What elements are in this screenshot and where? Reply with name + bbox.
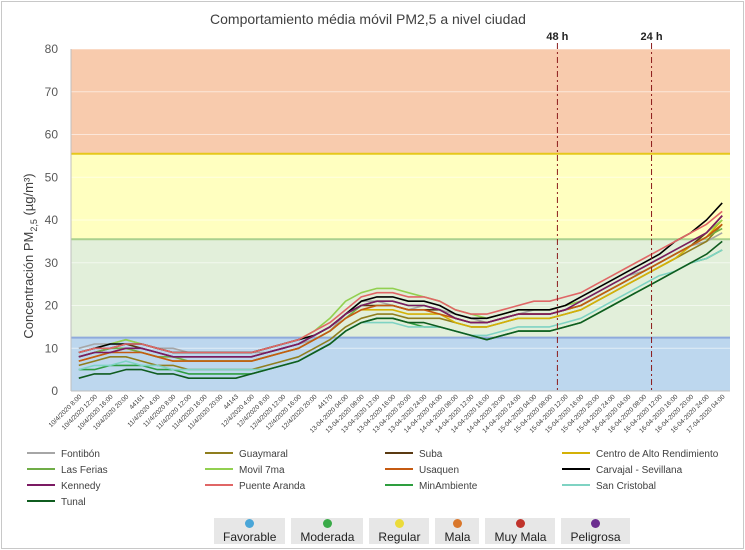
category-peligrosa-label: Peligrosa (570, 530, 621, 544)
series-line-puente-aranda (78, 210, 723, 354)
y-axis-label-main: Concentración PM (21, 232, 36, 339)
legend-label-usaquen: Usaquen (419, 465, 459, 476)
y-tick-label: 60 (45, 128, 59, 142)
band-mala (71, 49, 730, 154)
legend-label-tunal: Tunal (61, 497, 86, 508)
y-tick-label: 30 (45, 256, 59, 270)
category-favorable: Favorable (214, 518, 286, 544)
y-axis-label-sub: 2,5 (29, 219, 39, 232)
y-tick-label: 40 (45, 213, 59, 227)
category-regular-dot (394, 519, 404, 528)
legend-label-fontib-n: Fontibón (61, 449, 100, 460)
series-lines (78, 202, 723, 380)
band-regular (71, 153, 730, 240)
legend-label-carvajal-sevillana: Carvajal - Sevillana (596, 465, 683, 476)
series-legend: Fontibón Guaymaral Suba Centro de Alto Rend… (27, 449, 719, 508)
series-line-tunal (78, 240, 723, 380)
category-mala-dot (452, 519, 462, 528)
category-peligrosa-dot (591, 519, 600, 528)
category-mala: Mala (435, 518, 480, 544)
category-muy-mala-dot (515, 519, 525, 528)
series-line-san-cristobal (78, 249, 723, 371)
category-mala-label: Mala (444, 530, 471, 544)
category-peligrosa: Peligrosa (561, 518, 630, 544)
legend-label-san-cristobal: San Cristobal (596, 481, 656, 492)
category-favorable-dot (245, 519, 255, 528)
category-legend: Favorable Moderada Regular Mala Muy Mala… (214, 518, 630, 544)
legend-label-movil-7ma: Movil 7ma (239, 465, 285, 476)
series-line-usaquen (78, 223, 723, 362)
category-regular-label: Regular (378, 530, 421, 544)
y-axis-label-unit: (µg/m³) (21, 173, 36, 219)
y-tick-label: 0 (51, 384, 58, 398)
category-moderada-label: Moderada (300, 530, 355, 544)
legend-label-minambiente: MinAmbiente (419, 481, 478, 492)
category-favorable-label: Favorable (223, 530, 277, 544)
band-favorable (71, 337, 730, 391)
legend-label-kennedy: Kennedy (61, 481, 100, 492)
legend-label-las-ferias: Las Ferias (61, 465, 108, 476)
band-moderada (71, 239, 730, 338)
line-chart: Comportamiento média móvil PM2,5 a nivel… (21, 11, 730, 508)
legend-label-guaymaral: Guaymaral (239, 449, 288, 460)
y-tick-label: 20 (45, 299, 59, 313)
legend-label-puente-aranda: Puente Aranda (239, 481, 306, 492)
series-line-kennedy (78, 215, 723, 358)
marker-label-24h: 24 h (641, 31, 663, 43)
category-muy-mala: Muy Mala (485, 518, 556, 544)
category-moderada: Moderada (291, 518, 364, 544)
y-axis-label: Concentración PM2,5 (µg/m³) (21, 173, 39, 338)
y-tick-label: 50 (45, 170, 59, 184)
y-tick-label: 70 (45, 85, 59, 99)
legend-label-centro-de-alto-rendimiento: Centro de Alto Rendimiento (596, 449, 719, 460)
y-tick-label: 10 (45, 341, 59, 355)
chart-title: Comportamiento média móvil PM2,5 a nivel… (210, 11, 526, 27)
category-regular: Regular (369, 518, 430, 544)
category-moderada-dot (322, 519, 332, 528)
category-muy-mala-label: Muy Mala (494, 530, 547, 544)
y-tick-label: 80 (45, 42, 59, 56)
marker-label-48h: 48 h (546, 31, 568, 43)
time-markers: 48 h 24 h (546, 31, 663, 391)
legend-label-suba: Suba (419, 449, 443, 460)
